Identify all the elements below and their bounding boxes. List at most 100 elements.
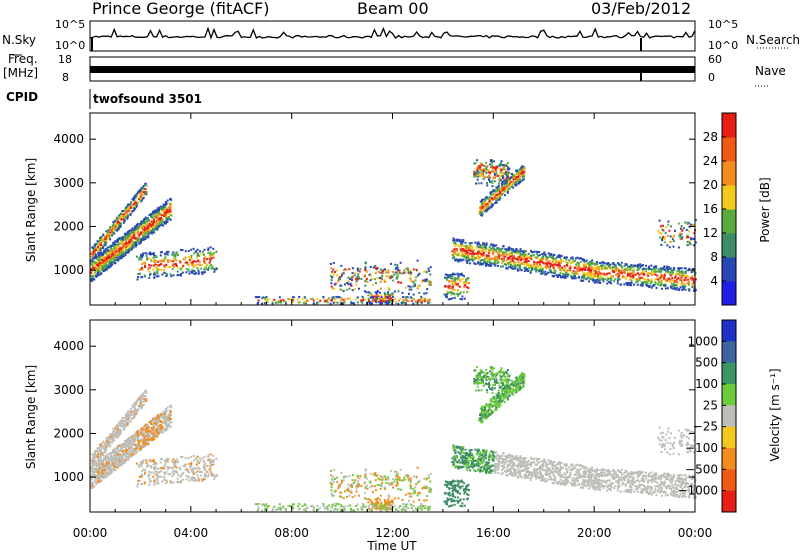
power-cell xyxy=(145,232,147,234)
colorbar-segment xyxy=(722,161,736,186)
power-cell xyxy=(464,298,466,300)
power-cell xyxy=(481,172,483,174)
power-cell xyxy=(443,294,445,296)
power-cell xyxy=(197,252,199,254)
power-cell xyxy=(97,252,99,254)
power-cell xyxy=(350,302,352,304)
power-cell xyxy=(108,257,110,259)
power-cell xyxy=(677,281,679,283)
power-cell xyxy=(679,271,681,273)
power-cell xyxy=(503,260,505,262)
power-cell xyxy=(681,225,683,227)
power-cell xyxy=(630,266,632,268)
power-cell xyxy=(141,267,143,269)
power-cell xyxy=(679,274,681,276)
power-cell xyxy=(97,249,99,251)
power-cell xyxy=(674,281,676,283)
power-cell xyxy=(540,273,542,275)
power-cell xyxy=(661,239,663,241)
power-cell xyxy=(610,275,612,277)
power-cell xyxy=(148,258,150,260)
power-cell xyxy=(621,262,623,264)
power-cell xyxy=(495,250,497,252)
power-cell xyxy=(521,256,523,258)
power-cell xyxy=(484,245,486,247)
power-cell xyxy=(680,228,682,230)
power-cell xyxy=(355,278,357,280)
power-cell xyxy=(362,299,364,301)
power-cell xyxy=(119,243,121,245)
power-cell xyxy=(138,235,140,237)
power-cell xyxy=(357,301,359,303)
power-cell xyxy=(504,256,506,258)
power-cell xyxy=(669,246,671,248)
power-cell xyxy=(410,272,412,274)
power-cell xyxy=(387,269,389,271)
power-cell xyxy=(571,277,573,279)
power-cell xyxy=(666,244,668,246)
power-cell xyxy=(480,260,482,262)
power-cell xyxy=(366,278,368,280)
power-cell xyxy=(545,262,547,264)
power-cell xyxy=(135,204,137,206)
power-cell xyxy=(445,285,447,287)
power-cell xyxy=(503,168,505,170)
power-cell xyxy=(568,269,570,271)
power-cell xyxy=(108,255,110,257)
power-cell xyxy=(153,257,155,259)
power-cell xyxy=(475,172,477,174)
power-cell xyxy=(630,275,632,277)
power-cell xyxy=(663,267,665,269)
power-cell xyxy=(264,298,266,300)
power-cell xyxy=(149,274,151,276)
power-cell xyxy=(362,297,364,299)
power-cell xyxy=(467,287,469,289)
power-cell xyxy=(497,175,499,177)
power-cell xyxy=(635,281,637,283)
power-cell xyxy=(377,300,379,302)
power-cell xyxy=(461,295,463,297)
power-cell xyxy=(196,257,198,259)
power-cell xyxy=(468,260,470,262)
power-cell xyxy=(397,303,399,305)
power-cell xyxy=(622,275,624,277)
power-cell xyxy=(533,263,535,265)
power-cell xyxy=(413,294,415,296)
power-cell xyxy=(691,276,693,278)
colorbar-segment xyxy=(722,113,736,138)
power-cell xyxy=(614,264,616,266)
power-cell xyxy=(213,271,215,273)
power-cell xyxy=(332,272,334,274)
power-cell xyxy=(485,250,487,252)
power-cell xyxy=(517,250,519,252)
power-cell xyxy=(186,268,188,270)
power-cell xyxy=(122,255,124,257)
power-cell xyxy=(463,281,465,283)
power-cell xyxy=(486,203,488,205)
power-cell xyxy=(136,224,138,226)
power-cell xyxy=(376,294,378,296)
power-cell xyxy=(617,282,619,284)
power-cell xyxy=(688,288,690,290)
power-cell xyxy=(485,265,487,267)
power-cell xyxy=(346,289,348,291)
power-cell xyxy=(127,233,129,235)
power-cell xyxy=(659,284,661,286)
power-cell xyxy=(526,268,528,270)
power-cell xyxy=(515,173,517,175)
power-cell xyxy=(475,168,477,170)
power-cell xyxy=(494,180,496,182)
power-cell xyxy=(385,271,387,273)
power-cell xyxy=(121,247,123,249)
power-cell xyxy=(114,262,116,264)
power-cell xyxy=(195,265,197,267)
power-cell xyxy=(451,292,453,294)
power-cell xyxy=(602,261,604,263)
velocity-cell xyxy=(104,471,106,473)
power-cell xyxy=(507,257,509,259)
power-cell xyxy=(654,279,656,281)
power-cell xyxy=(602,278,604,280)
power-cell xyxy=(143,197,145,199)
power-cell xyxy=(511,173,513,175)
power-cell xyxy=(141,263,143,265)
